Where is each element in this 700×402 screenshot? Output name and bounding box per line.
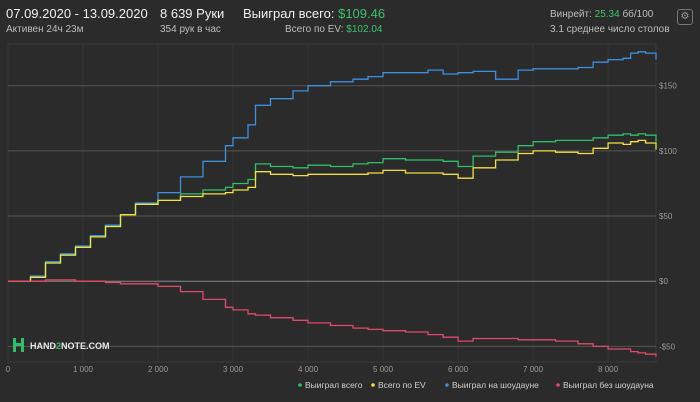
x-tick-label: 5 000	[373, 365, 394, 374]
chart-grid	[7, 43, 657, 363]
legend-label: Всего по EV	[378, 380, 426, 390]
gear-icon[interactable]: ⚙	[677, 9, 693, 25]
legend-label: Выиграл на шоудауне	[452, 380, 539, 390]
x-tick-label: 8 000	[598, 365, 619, 374]
x-tick-label: 0	[6, 365, 11, 374]
won-total-value: $109.46	[338, 6, 386, 21]
y-tick-label: $100	[659, 147, 677, 156]
winrate-unit: бб/100	[622, 9, 654, 20]
chart-series	[8, 51, 657, 357]
x-axis-ticks: 0 1 000 2 000 3 000 4 000 5 000 6 000 7 000 8 00…	[6, 365, 619, 374]
x-tick-label: 7 000	[523, 365, 544, 374]
y-tick-label: -$50	[659, 342, 676, 351]
legend-label: Выиграл без шоудауна	[563, 380, 654, 390]
legend-swatch	[298, 383, 302, 387]
x-tick-label: 6 000	[448, 365, 469, 374]
ev-total-label: Всего по EV:	[285, 24, 344, 35]
series-line-3	[8, 279, 657, 357]
legend-swatch	[445, 383, 449, 387]
hands-per-hour: 354 рук в час	[160, 24, 221, 35]
logo-mark-bar	[13, 343, 24, 346]
chart-legend: Выиграл всего Всего по EV Выиграл на шоуда…	[298, 380, 654, 390]
legend-label: Выиграл всего	[305, 380, 363, 390]
date-range: 07.09.2020 - 13.09.2020	[6, 6, 148, 21]
x-tick-label: 2 000	[148, 365, 169, 374]
series-line-0	[8, 51, 657, 282]
ev-total: Всего по EV: $102.04	[285, 24, 382, 35]
active-time: Активен 24ч 23м	[6, 24, 84, 35]
avg-tables: 3.1 среднее число столов	[550, 24, 670, 35]
hand2note-logo: HAND2NOTE.COM	[13, 338, 110, 352]
y-tick-label: $150	[659, 82, 677, 91]
x-tick-label: 1 000	[73, 365, 94, 374]
plot-area	[7, 43, 657, 363]
legend-swatch	[556, 383, 560, 387]
y-tick-label: $0	[659, 277, 668, 286]
winrate-label: Винрейт:	[550, 9, 592, 20]
x-tick-label: 4 000	[298, 365, 319, 374]
series-line-2	[8, 139, 657, 282]
won-total: Выиграл всего: $109.46	[243, 6, 385, 21]
hands-count: 8 639 Руки	[160, 6, 225, 21]
y-axis-ticks: $150 $100 $50 $0 -$50	[659, 82, 677, 352]
stats-header: 07.09.2020 - 13.09.2020 Активен 24ч 23м …	[0, 0, 700, 40]
ev-total-value: $102.04	[346, 24, 383, 35]
won-total-label: Выиграл всего:	[243, 6, 335, 21]
winrate-value: 25.34	[594, 9, 620, 20]
logo-text: HAND2NOTE.COM	[30, 341, 110, 351]
x-tick-label: 3 000	[223, 365, 244, 374]
winrate: Винрейт: 25.34 бб/100	[550, 9, 653, 20]
legend-swatch	[371, 383, 375, 387]
y-tick-label: $50	[659, 212, 673, 221]
